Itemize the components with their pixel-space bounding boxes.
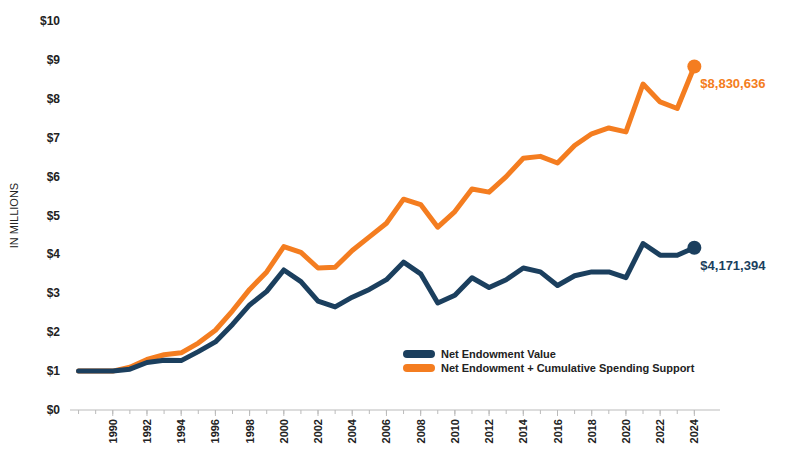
y-axis-label: IN MILLIONS <box>8 183 20 248</box>
x-tick-label: 2012 <box>483 419 495 443</box>
x-tick-label: 2006 <box>380 419 392 443</box>
x-tick <box>489 410 490 416</box>
y-tick <box>67 59 70 60</box>
x-tick-label: 2004 <box>346 418 358 443</box>
x-tick <box>591 410 592 416</box>
x-minor-tick <box>437 410 438 414</box>
x-minor-tick <box>540 410 541 414</box>
y-tick <box>67 410 70 411</box>
x-tick <box>249 410 250 416</box>
x-tick <box>660 410 661 416</box>
y-tick-label: $6 <box>47 170 61 184</box>
y-tick-label: $10 <box>40 14 60 28</box>
x-minor-tick <box>506 410 507 414</box>
x-tick-label: 2000 <box>278 419 290 443</box>
x-minor-tick <box>198 410 199 414</box>
x-tick-label: 2018 <box>586 419 598 443</box>
x-tick <box>112 410 113 416</box>
y-tick-label: $0 <box>47 403 61 417</box>
series-line <box>79 66 695 371</box>
x-minor-tick <box>574 410 575 414</box>
legend-swatch <box>407 364 431 372</box>
legend-label: Net Endowment + Cumulative Spending Supp… <box>441 362 695 374</box>
y-tick <box>67 254 70 255</box>
y-tick <box>67 176 70 177</box>
x-tick <box>283 410 284 416</box>
x-minor-tick <box>335 410 336 414</box>
y-tick <box>67 293 70 294</box>
x-minor-tick <box>78 410 79 414</box>
x-tick-label: 1994 <box>175 418 187 443</box>
y-tick <box>67 98 70 99</box>
x-tick-label: 2024 <box>688 418 700 443</box>
series-line <box>79 244 695 372</box>
end-marker <box>687 59 701 73</box>
x-tick-label: 1992 <box>141 419 153 443</box>
x-tick <box>352 410 353 416</box>
legend-label: Net Endowment Value <box>441 348 556 360</box>
x-tick-label: 2008 <box>415 419 427 443</box>
y-tick-label: $1 <box>47 364 61 378</box>
x-axis-line <box>70 410 720 411</box>
y-tick-label: $9 <box>47 53 61 67</box>
x-tick <box>557 410 558 416</box>
x-tick <box>215 410 216 416</box>
y-tick-label: $4 <box>47 247 61 261</box>
x-tick-label: 2014 <box>517 418 529 443</box>
x-tick-label: 1996 <box>209 419 221 443</box>
x-tick-label: 2002 <box>312 419 324 443</box>
x-minor-tick <box>266 410 267 414</box>
y-tick-label: $7 <box>47 131 61 145</box>
x-tick-label: 2016 <box>552 419 564 443</box>
y-tick-label: $3 <box>47 286 61 300</box>
end-label: $8,830,636 <box>700 76 765 91</box>
y-tick <box>67 215 70 216</box>
legend: Net Endowment Value Net Endowment + Cumul… <box>407 348 695 374</box>
y-tick <box>67 371 70 372</box>
x-tick-label: 2010 <box>449 419 461 443</box>
y-tick-label: $2 <box>47 325 61 339</box>
x-minor-tick <box>232 410 233 414</box>
x-minor-tick <box>643 410 644 414</box>
x-minor-tick <box>471 410 472 414</box>
y-tick-label: $5 <box>47 209 61 223</box>
x-tick <box>146 410 147 416</box>
x-minor-tick <box>369 410 370 414</box>
x-tick <box>694 410 695 416</box>
y-tick <box>67 332 70 333</box>
y-tick-label: $8 <box>47 92 61 106</box>
chart: IN MILLIONS $0 $1 $2 $3 $4 $5 $6 $7 $8 $9 $10 1990 19… <box>0 0 800 463</box>
x-minor-tick <box>129 410 130 414</box>
x-minor-tick <box>403 410 404 414</box>
x-tick-label: 1990 <box>107 419 119 443</box>
x-tick <box>454 410 455 416</box>
x-tick <box>625 410 626 416</box>
end-label: $4,171,394 <box>700 258 766 273</box>
end-marker <box>687 241 701 255</box>
x-minor-tick <box>164 410 165 414</box>
x-tick <box>523 410 524 416</box>
x-tick <box>181 410 182 416</box>
legend-swatch <box>407 350 431 358</box>
x-tick-label: 1998 <box>244 419 256 443</box>
x-tick <box>420 410 421 416</box>
x-tick <box>318 410 319 416</box>
plot-area <box>79 59 702 371</box>
x-tick-label: 2022 <box>654 419 666 443</box>
x-minor-tick <box>608 410 609 414</box>
x-minor-tick <box>677 410 678 414</box>
x-minor-tick <box>300 410 301 414</box>
y-tick <box>67 137 70 138</box>
y-tick <box>67 21 70 22</box>
x-tick-label: 2020 <box>620 419 632 443</box>
x-tick <box>386 410 387 416</box>
x-minor-tick <box>95 410 96 414</box>
